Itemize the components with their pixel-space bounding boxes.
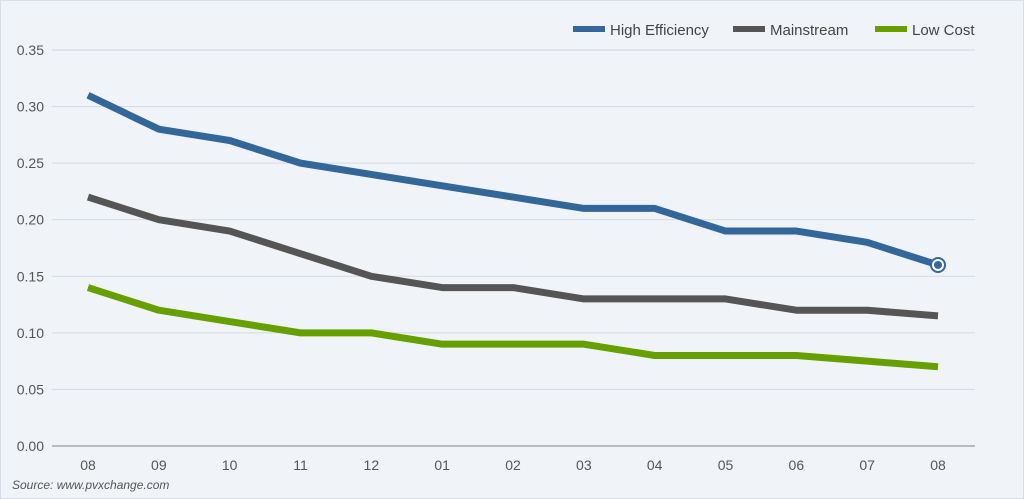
series-line: [86, 193, 939, 320]
legend-label: Low Cost: [912, 22, 975, 39]
x-tick-label: 01: [434, 457, 450, 473]
legend-swatch: [733, 26, 765, 32]
y-tick-label: 0.05: [17, 381, 44, 397]
series-lines: [86, 92, 946, 371]
x-tick-label: 02: [505, 457, 521, 473]
legend-swatch: [573, 26, 605, 32]
y-tick-label: 0.00: [17, 438, 44, 454]
y-tick-label: 0.10: [17, 325, 44, 341]
x-axis-ticks: 08 09 10 11 12 01 02 03 04 05 06 07 08: [80, 457, 946, 473]
legend-label: High Efficiency: [610, 22, 709, 39]
y-tick-label: 0.30: [17, 99, 44, 115]
x-tick-label: 10: [222, 457, 238, 473]
y-axis-ticks: 0.00 0.05 0.10 0.15 0.20 0.25 0.30 0.35: [17, 42, 44, 454]
x-tick-label: 09: [151, 457, 167, 473]
x-tick-label: 04: [647, 457, 663, 473]
legend-swatch: [875, 26, 907, 32]
source-note: Source: www.pvxchange.com: [12, 478, 170, 492]
x-tick-label: 03: [576, 457, 592, 473]
series-line: [86, 284, 939, 371]
y-tick-label: 0.35: [17, 42, 44, 58]
y-tick-label: 0.25: [17, 155, 44, 171]
x-tick-label: 08: [80, 457, 96, 473]
data-point-marker: [934, 260, 942, 269]
y-tick-label: 0.20: [17, 212, 44, 228]
legend: High Efficiency Mainstream Low Cost: [573, 22, 975, 39]
x-tick-label: 11: [293, 457, 308, 473]
x-tick-label: 12: [364, 457, 380, 473]
grid: [52, 49, 975, 447]
x-tick-label: 06: [789, 457, 805, 473]
series-line: [86, 92, 940, 269]
x-tick-label: 05: [718, 457, 734, 473]
x-tick-label: 07: [859, 457, 875, 473]
legend-label: Mainstream: [770, 22, 848, 39]
x-tick-label: 08: [930, 457, 946, 473]
y-tick-label: 0.15: [17, 268, 44, 284]
